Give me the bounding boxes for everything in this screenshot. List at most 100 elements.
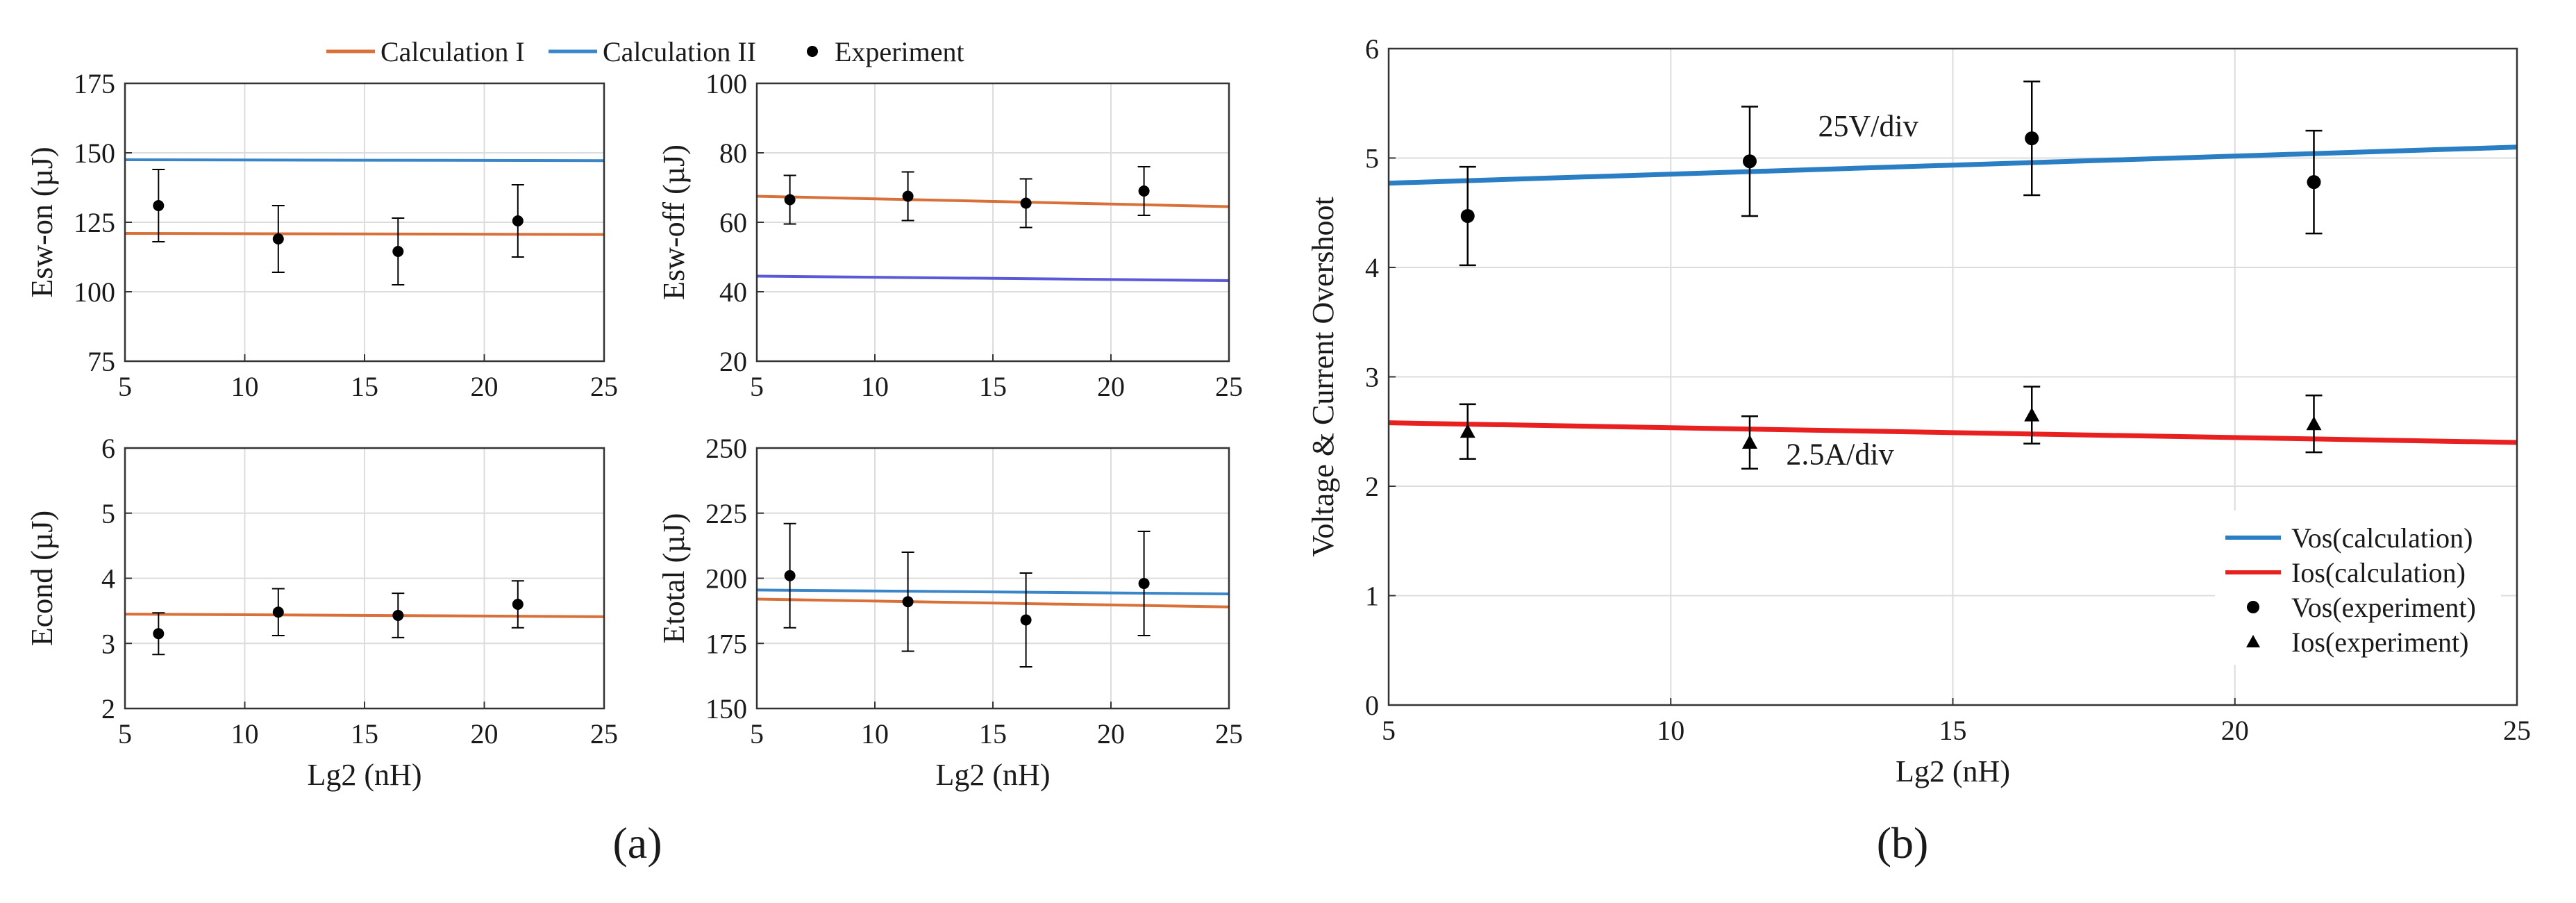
- esw-off-ytick-label: 20: [719, 346, 747, 377]
- legend-label-calc-2: Calculation II: [603, 36, 756, 67]
- esw-on-data-point: [272, 233, 284, 245]
- esw-on-ytick-label: 100: [74, 276, 115, 308]
- esw-off-series-line-2: [756, 274, 1230, 282]
- panel-label-a: (a): [612, 818, 662, 868]
- econd-data-point: [512, 599, 524, 610]
- etotal-xtick-label: 15: [979, 718, 1007, 749]
- esw-off-yaxis-label: Esw-off (µJ): [657, 144, 691, 300]
- etotal-ytick-label: 175: [705, 628, 747, 659]
- esw-off-data-point: [784, 194, 796, 206]
- esw-on-yaxis-label: Esw-on (µJ): [25, 147, 59, 297]
- etotal-data-point: [902, 596, 914, 608]
- overshoot-xaxis-label: Lg2 (nH): [1896, 754, 2010, 788]
- esw-off-ytick-label: 60: [719, 207, 747, 238]
- econd-data-point: [153, 628, 165, 640]
- esw-on-xtick-label: 5: [118, 371, 132, 402]
- overshoot-xtick-label: 15: [1939, 715, 1967, 746]
- econd-data-point: [392, 609, 404, 621]
- esw-on-xtick-label: 15: [351, 371, 378, 402]
- etotal-xtick-label: 10: [861, 718, 889, 749]
- esw-on-xtick-label: 20: [471, 371, 499, 402]
- overshoot-annotation-1: 25V/div: [1818, 109, 1918, 143]
- econd-ytick-label: 3: [101, 628, 115, 659]
- econd-xtick-label: 10: [231, 718, 259, 749]
- esw-on-ytick-label: 150: [74, 138, 115, 169]
- esw-off-data-point: [902, 190, 914, 202]
- etotal-series-line-1: [756, 597, 1230, 608]
- esw-on-xtick-label: 10: [231, 371, 259, 402]
- top-legend: Calculation I Calculation II Experiment: [326, 36, 964, 67]
- overshoot-ytick-label: 0: [1365, 690, 1379, 721]
- esw-off-xtick-label: 20: [1097, 371, 1125, 402]
- legend-label-experiment: Experiment: [835, 36, 964, 67]
- overshoot-ytick-label: 6: [1365, 33, 1379, 65]
- econd-yaxis-label: Econd (µJ): [25, 511, 59, 646]
- esw-off-ytick-label: 100: [705, 68, 747, 99]
- esw-off-plot: 5 10 15 20 25 20 40 60 80 100 Esw-off (µJ): [657, 68, 1243, 402]
- legend-marker-ios-exp: [2246, 635, 2260, 647]
- econd-xtick-label: 5: [118, 718, 132, 749]
- econd-ytick-label: 2: [101, 693, 115, 724]
- overshoot-xtick-label: 25: [2503, 715, 2531, 746]
- esw-on-data-point: [392, 246, 404, 257]
- etotal-ytick-label: 225: [705, 498, 747, 529]
- econd-ytick-label: 6: [101, 433, 115, 464]
- overshoot-ytick-label: 5: [1365, 143, 1379, 174]
- overshoot-vos-exp-point: [1460, 208, 1475, 223]
- etotal-xtick-label: 25: [1215, 718, 1243, 749]
- esw-off-data-point: [1020, 197, 1032, 209]
- legend-label-vos-exp: Vos(experiment): [2291, 592, 2476, 623]
- overshoot-plot: 5 10 15 20 25 0 1 2 3 4 5 6 Lg2 (nH) Voltage & Curren…: [1306, 33, 2531, 788]
- etotal-data-point: [1138, 578, 1150, 589]
- esw-off-xtick-label: 10: [861, 371, 889, 402]
- etotal-plot: 5 10 15 20 25 150 175 200 225 250 Lg2 (nH) Etotal (…: [657, 433, 1243, 792]
- etotal-series-line-2: [756, 588, 1230, 595]
- etotal-ytick-label: 250: [705, 433, 747, 464]
- overshoot-vos-exp-point: [2307, 175, 2321, 190]
- overshoot-vos-exp-point: [2025, 131, 2039, 146]
- panel-label-b: (b): [1877, 818, 1929, 868]
- econd-xtick-label: 15: [351, 718, 378, 749]
- overshoot-xtick-label: 5: [1382, 715, 1396, 746]
- etotal-xaxis-label: Lg2 (nH): [936, 758, 1051, 792]
- esw-off-ytick-label: 40: [719, 276, 747, 308]
- etotal-data-point: [784, 570, 796, 581]
- legend-marker-vos-exp: [2247, 601, 2259, 613]
- overshoot-ytick-label: 1: [1365, 581, 1379, 612]
- econd-ytick-label: 5: [101, 498, 115, 529]
- econd-plot: 5 10 15 20 25 2 3 4 5 6 Lg2 (nH) Econd (µJ): [25, 433, 618, 792]
- overshoot-series-line-1: [1388, 144, 2518, 186]
- econd-series-line-1: [124, 613, 605, 618]
- esw-on-plot: 5 10 15 20 25 75 100 125 150 175 Esw-on (µJ): [25, 68, 618, 402]
- overshoot-ytick-label: 4: [1365, 252, 1379, 283]
- etotal-ytick-label: 200: [705, 563, 747, 595]
- overshoot-xtick-label: 10: [1657, 715, 1684, 746]
- econd-data-point: [272, 606, 284, 618]
- econd-xtick-label: 20: [471, 718, 499, 749]
- econd-xtick-label: 25: [590, 718, 618, 749]
- overshoot-yaxis-label: Voltage & Current Overshoot: [1306, 197, 1340, 557]
- legend-label-ios-exp: Ios(experiment): [2291, 627, 2468, 658]
- esw-on-ytick-label: 175: [74, 68, 115, 99]
- overshoot-ytick-label: 2: [1365, 471, 1379, 502]
- esw-off-xtick-label: 25: [1215, 371, 1243, 402]
- esw-on-xtick-label: 25: [590, 371, 618, 402]
- esw-off-ytick-label: 80: [719, 138, 747, 169]
- esw-off-xtick-label: 5: [750, 371, 764, 402]
- esw-on-data-point: [512, 215, 524, 226]
- etotal-data-point: [1020, 614, 1032, 626]
- etotal-yaxis-label: Etotal (µJ): [657, 513, 691, 644]
- esw-off-data-point: [1138, 185, 1150, 197]
- legend-dot-experiment: [807, 46, 818, 57]
- overshoot-ytick-label: 3: [1365, 362, 1379, 393]
- esw-off-series-line-1: [756, 194, 1230, 208]
- overshoot-series-line-2: [1388, 420, 2518, 445]
- esw-on-series-line-1: [124, 232, 605, 236]
- esw-on-ytick-label: 75: [87, 346, 115, 377]
- legend-label-vos-calc: Vos(calculation): [2291, 522, 2473, 554]
- econd-xaxis-label: Lg2 (nH): [308, 758, 422, 792]
- overshoot-legend: Vos(calculation) Ios(calculation) Vos(ex…: [2215, 511, 2501, 665]
- overshoot-xtick-label: 20: [2221, 715, 2249, 746]
- overshoot-annotation-2: 2.5A/div: [1786, 438, 1893, 472]
